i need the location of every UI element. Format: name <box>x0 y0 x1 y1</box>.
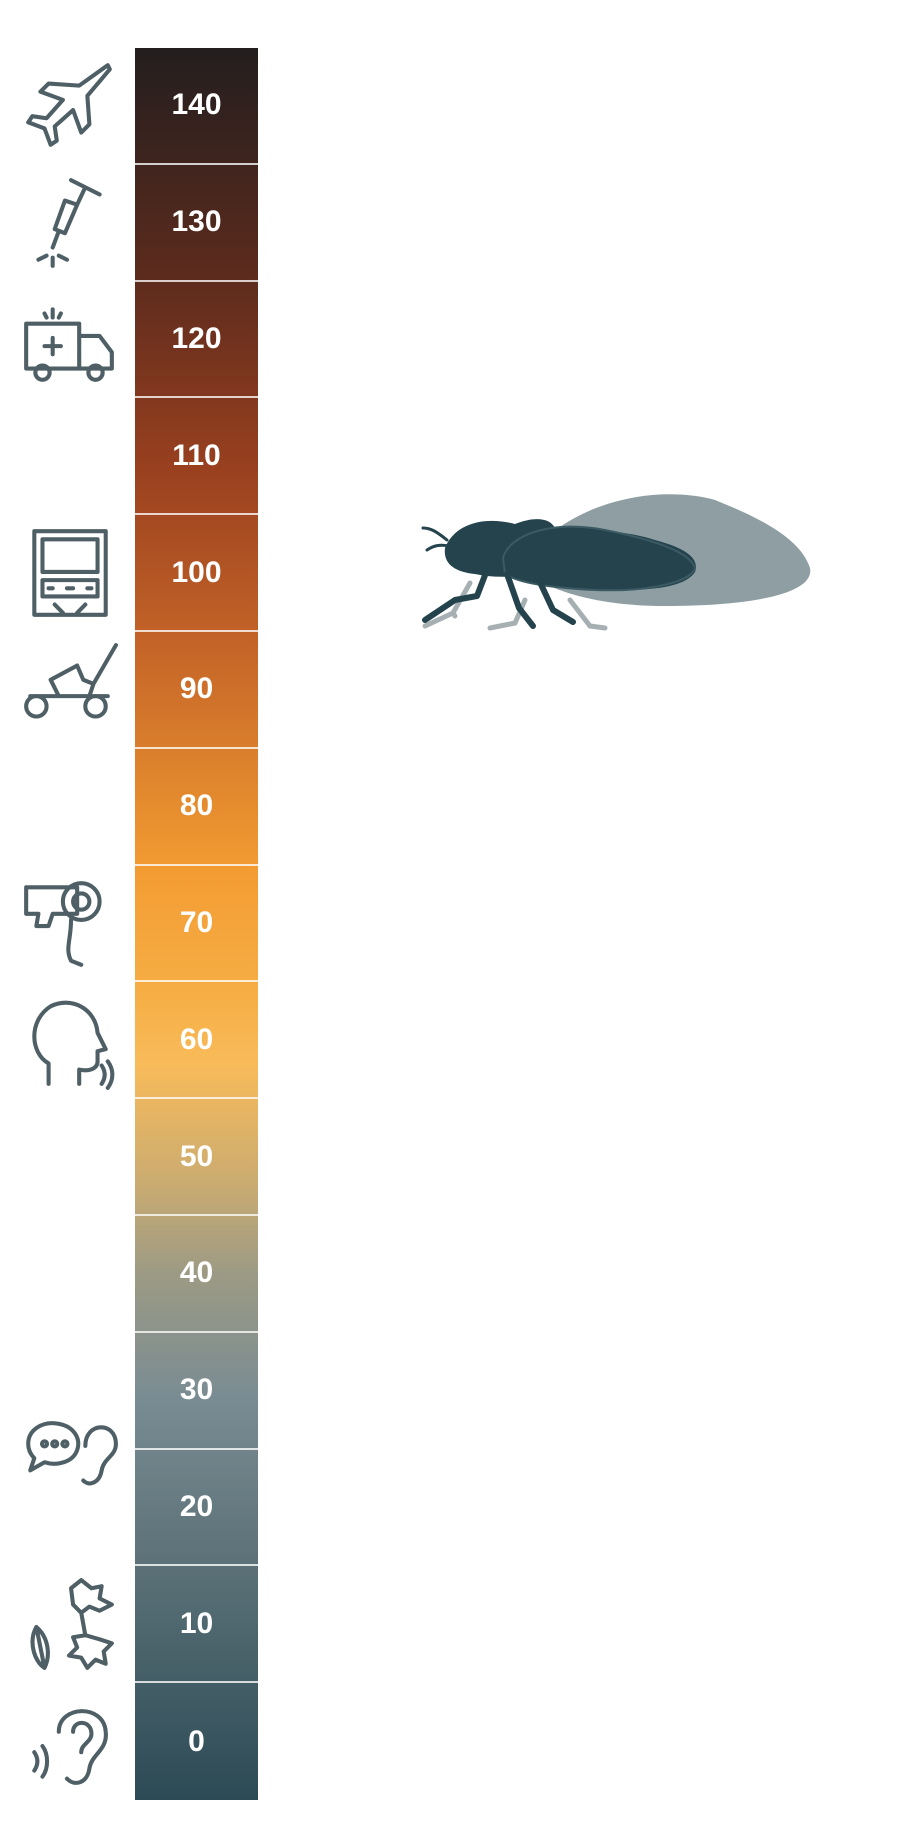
cicada-svg <box>421 494 811 631</box>
hair-dryer-icon <box>18 873 120 975</box>
band-label-70: 70 <box>179 905 214 939</box>
band-50: 50 <box>135 1099 258 1216</box>
cicada-antennae <box>421 526 451 552</box>
band-label-80: 80 <box>179 789 214 823</box>
ambulance-icon <box>18 289 120 391</box>
band-label-130: 130 <box>171 205 222 239</box>
band-60: 60 <box>135 982 258 1100</box>
band-70: 70 <box>135 866 258 983</box>
band-label-90: 90 <box>179 672 214 706</box>
band-label-110: 110 <box>172 438 221 472</box>
fighter-jet-icon <box>18 55 120 157</box>
band-110: 110 <box>135 398 258 516</box>
subway-train-icon <box>18 523 120 625</box>
cicada-front-legs <box>422 567 576 629</box>
band-label-60: 60 <box>179 1022 214 1056</box>
decibel-scale-bar: 140 130 120 110 100 90 80 70 60 50 40 30 20 10 0 <box>135 48 258 1800</box>
speaking-head-icon <box>18 990 120 1092</box>
band-label-20: 20 <box>179 1489 214 1523</box>
band-label-0: 0 <box>188 1724 205 1758</box>
band-40: 40 <box>135 1216 258 1333</box>
band-label-100: 100 <box>171 555 222 589</box>
band-label-10: 10 <box>179 1606 214 1640</box>
band-label-40: 40 <box>179 1256 214 1290</box>
band-label-140: 140 <box>171 88 222 122</box>
band-80: 80 <box>135 749 258 866</box>
band-30: 30 <box>135 1333 258 1450</box>
band-130: 130 <box>135 165 258 282</box>
band-140: 140 <box>135 48 258 165</box>
cicada-front-wing <box>501 525 697 592</box>
band-10: 10 <box>135 1566 258 1684</box>
band-0: 0 <box>135 1683 258 1800</box>
band-120: 120 <box>135 282 258 399</box>
band-100: 100 <box>135 515 258 632</box>
band-label-30: 30 <box>179 1373 214 1407</box>
band-label-50: 50 <box>179 1139 214 1173</box>
hearing-threshold-ear-icon <box>18 1691 120 1793</box>
jackhammer-icon <box>18 172 120 274</box>
whisper-speech-ear-icon <box>18 1399 120 1501</box>
band-label-120: 120 <box>171 321 222 355</box>
rustling-leaves-icon <box>18 1574 120 1676</box>
cicada-icon <box>415 488 835 678</box>
band-90: 90 <box>135 632 258 749</box>
band-20: 20 <box>135 1450 258 1567</box>
lawn-mower-icon <box>18 639 120 741</box>
cicada-back-legs <box>422 580 608 631</box>
